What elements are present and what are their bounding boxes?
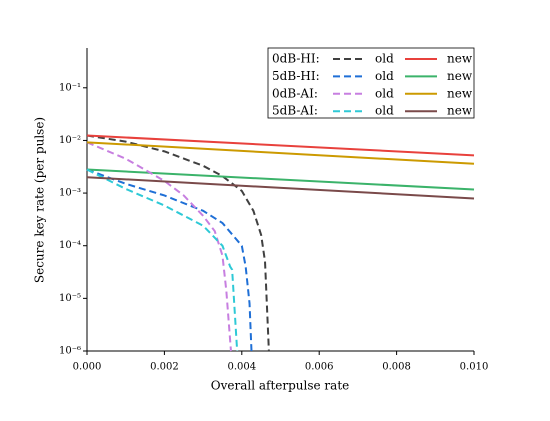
y-axis-label: Secure key rate (per pulse) <box>33 117 47 283</box>
legend-label: old <box>375 52 394 66</box>
series-line <box>86 134 475 157</box>
legend-label: new <box>447 52 473 66</box>
legend-group-label: 5dB-HI: <box>272 69 320 83</box>
legend-box <box>267 47 475 119</box>
legend-label: old <box>375 86 394 100</box>
series-line <box>86 168 239 352</box>
y-tick-label: 10⁻⁴ <box>59 240 81 251</box>
legend-label: old <box>375 69 394 83</box>
legend-group-label: 5dB-AI: <box>272 104 318 118</box>
legend-group-label: 0dB-HI: <box>272 52 320 66</box>
x-tick-label: 0.006 <box>305 362 334 373</box>
series-line <box>86 176 475 200</box>
x-tick-label: 0.008 <box>382 362 411 373</box>
x-tick-label: 0.000 <box>73 362 102 373</box>
legend-label: new <box>447 86 473 100</box>
y-tick-label: 10⁻² <box>59 135 81 146</box>
y-tick-label: 10⁻³ <box>59 188 81 199</box>
legend-label: new <box>447 69 473 83</box>
legend-label: old <box>375 104 394 118</box>
x-axis-label: Overall afterpulse rate <box>211 379 350 393</box>
series-line <box>86 141 232 352</box>
series-line <box>86 168 253 352</box>
series-line <box>86 141 475 165</box>
y-tick-label: 10⁻⁶ <box>59 346 81 357</box>
y-tick-label: 10⁻¹ <box>59 82 81 93</box>
legend-label: new <box>447 104 473 118</box>
series-line <box>86 134 270 352</box>
x-tick-label: 0.004 <box>227 362 256 373</box>
y-tick-label: 10⁻⁵ <box>59 293 81 304</box>
legend-group-label: 0dB-AI: <box>272 86 318 100</box>
x-tick-label: 0.010 <box>460 362 489 373</box>
x-tick-label: 0.002 <box>150 362 179 373</box>
